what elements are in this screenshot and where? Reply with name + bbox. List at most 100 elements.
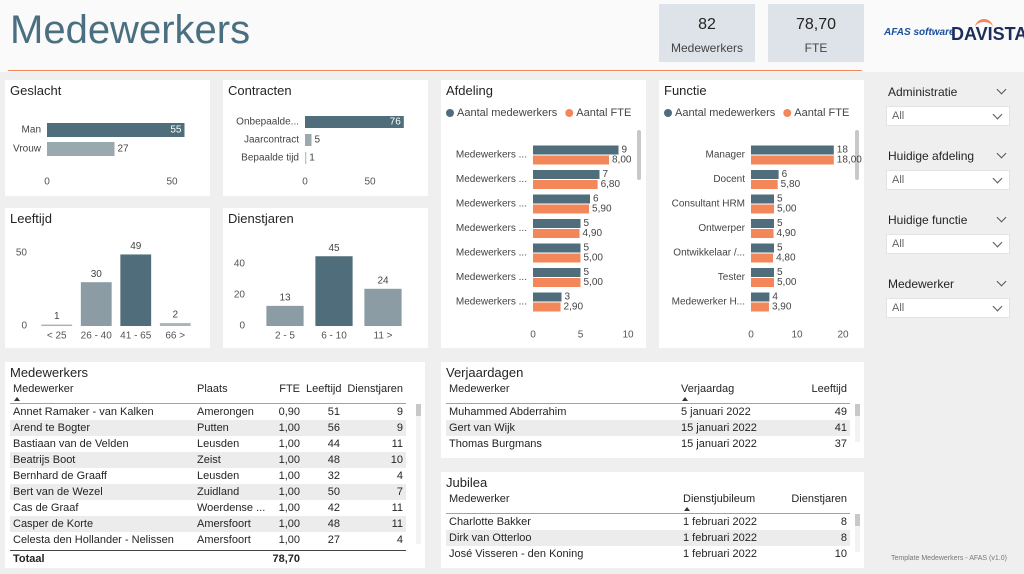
kpi-card: 78,70 FTE [768, 4, 864, 62]
scrollbar-thumb[interactable] [855, 514, 860, 526]
scrollbar-track[interactable] [855, 404, 860, 442]
chart-panel: Dienstjaren 0 20 40 13 2 - 5 45 6 - 10 24 11 > [223, 208, 428, 348]
x-tick-label: < 25 [47, 331, 67, 342]
table-title: Jubilea [446, 475, 488, 490]
legend-label: Aantal medewerkers [675, 107, 776, 119]
x-tick-label: 2 - 5 [275, 331, 295, 342]
table-cell: 1,00 [278, 454, 300, 466]
slicer-collapse-icon[interactable] [996, 212, 1007, 223]
x-tick-label: 50 [364, 177, 376, 188]
table-cell: 4 [396, 470, 403, 482]
bar [364, 288, 402, 326]
data-label: 7 [603, 169, 609, 180]
bar [159, 323, 191, 326]
chart-title: Functie [664, 83, 707, 98]
y-tick-label: 0 [21, 321, 27, 332]
data-label: 8,00 [612, 155, 632, 166]
scrollbar[interactable] [855, 130, 859, 180]
table-cell: 11 [391, 518, 403, 530]
table-cell: Woerdense ... [197, 502, 266, 514]
bar [533, 243, 581, 253]
bar [751, 145, 834, 155]
bar [305, 116, 404, 128]
scrollbar-thumb[interactable] [416, 404, 421, 416]
chart-panel: Functie 0 10 20 Aantal medewerkers Aantal FT… [659, 80, 864, 348]
x-tick-label: 0 [44, 177, 50, 188]
table-cell: 9 [396, 406, 403, 418]
slicer-collapse-icon[interactable] [996, 148, 1007, 159]
logo-afas: AFAS software [884, 27, 955, 38]
column-header[interactable]: FTE [279, 383, 300, 395]
column-header[interactable]: Medewerker [449, 493, 510, 505]
table-cell: 1,00 [278, 502, 300, 514]
column-header[interactable]: Dienstjaren [347, 383, 403, 395]
bar [751, 229, 774, 238]
chart: 0 50 1 < 25 30 26 - 40 49 41 - 65 2 66 > [16, 241, 191, 342]
column-header[interactable]: Medewerker [13, 383, 74, 395]
slicer-dropdown[interactable]: All [886, 234, 1010, 254]
scrollbar-track[interactable] [416, 404, 421, 544]
table-cell: 5 januari 2022 [681, 406, 751, 418]
column-header[interactable]: Dienstjubileum [683, 493, 756, 505]
data-label: 24 [377, 275, 389, 286]
table-cell: 42 [327, 502, 340, 514]
bar [751, 180, 778, 189]
column-header[interactable]: Leeftijd [306, 383, 342, 395]
data-label: 27 [118, 144, 130, 155]
table-cell: 44 [327, 438, 340, 450]
slicer-dropdown[interactable]: All [886, 106, 1010, 126]
data-label: 6,80 [601, 179, 621, 190]
bar [533, 194, 590, 204]
column-header[interactable]: Verjaardag [681, 383, 735, 395]
bar [266, 305, 304, 326]
data-label: 5,00 [584, 253, 604, 264]
header-rule [10, 403, 406, 404]
y-tick-label: 20 [234, 290, 246, 301]
table-cell: 49 [834, 406, 847, 418]
column-header[interactable]: Plaats [197, 383, 228, 395]
legend-marker [783, 109, 792, 117]
slicer-dropdown[interactable]: All [886, 170, 1010, 190]
table-cell: 0,90 [278, 406, 300, 418]
column-header[interactable]: Leeftijd [811, 383, 847, 395]
data-label: 5,00 [777, 204, 797, 215]
sort-indicator [684, 507, 690, 511]
row-band [10, 516, 406, 532]
bar [751, 204, 774, 214]
table-cell: 27 [327, 534, 340, 546]
table-cell: Annet Ramaker - van Kalken [13, 406, 154, 418]
slicer-collapse-icon[interactable] [996, 84, 1007, 95]
table-cell: Celesta den Hollander - Nelissen [13, 534, 174, 546]
category-label: Ontwikkelaar /... [673, 248, 745, 259]
data-label: 30 [91, 269, 103, 280]
bar [751, 292, 770, 302]
bar [305, 152, 307, 164]
table-cell: Amersfoort [197, 534, 251, 546]
table-cell: Putten [197, 422, 229, 434]
table-cell: Casper de Korte [13, 518, 94, 530]
slicer-dropdown[interactable]: All [886, 298, 1010, 318]
category-label: Medewerkers ... [456, 272, 527, 283]
legend-marker [446, 109, 454, 117]
slicer-collapse-icon[interactable] [996, 276, 1007, 287]
table-cell: Bastiaan van de Velden [13, 438, 129, 450]
data-label: 5 [584, 267, 590, 278]
scrollbar[interactable] [637, 130, 641, 180]
data-label: 4,90 [583, 228, 603, 239]
table-cell: 7 [396, 486, 403, 498]
scrollbar-thumb[interactable] [855, 404, 860, 416]
dropdown-icon [992, 237, 1003, 248]
x-tick-label: 0 [530, 330, 536, 341]
table-cell: 48 [327, 454, 340, 466]
x-tick-label: 10 [622, 330, 634, 341]
table-cell: 1 februari 2022 [683, 532, 757, 544]
chart-title: Geslacht [10, 83, 62, 98]
chart: 0 50 Onbepaalde... 76 Jaarcontract 5 Bepaalde … [236, 116, 404, 188]
kpi-value: 82 [698, 16, 716, 33]
scrollbar-track[interactable] [855, 514, 860, 552]
column-header[interactable]: Dienstjaren [791, 493, 847, 505]
table-title: Verjaardagen [446, 365, 524, 380]
column-header[interactable]: Medewerker [449, 383, 510, 395]
chart-panel: Afdeling 0 5 10 Aantal medewerkers Aantal FT… [441, 80, 646, 348]
chart: 0 10 20 Aantal medewerkers Aantal FTE Manager… [664, 107, 862, 341]
